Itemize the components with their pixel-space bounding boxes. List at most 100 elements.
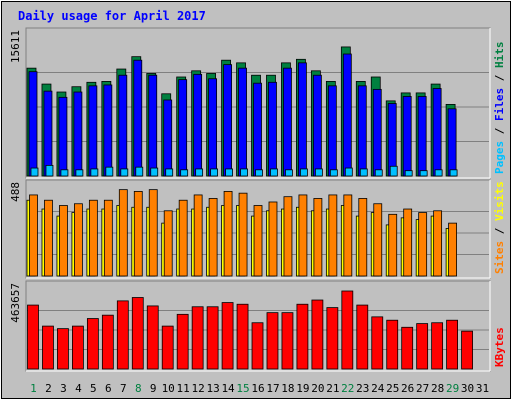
- bar-kbytes-day-22: [341, 290, 354, 370]
- bar-kbytes-day-23: [356, 304, 369, 370]
- bar-kbytes-day-27: [416, 323, 429, 370]
- bar-files-day-2: [43, 90, 53, 177]
- bar-files-day-27: [417, 96, 427, 177]
- bar-sites-day-20: [313, 198, 323, 277]
- day-label: 1: [30, 382, 37, 395]
- bar-pages-day-22: [344, 167, 353, 177]
- bar-kbytes-day-15: [236, 303, 249, 370]
- bar-kbytes-day-12: [191, 306, 204, 370]
- bar-sites-day-18: [283, 196, 293, 277]
- bar-kbytes-day-21: [326, 307, 339, 370]
- side-label-part: /: [493, 68, 506, 88]
- bar-pages-day-4: [75, 169, 84, 177]
- panel-max-label: 463657: [9, 283, 22, 323]
- bar-kbytes-day-29: [446, 319, 458, 370]
- panel-max-label: 488: [9, 182, 22, 202]
- bar-kbytes-day-6: [101, 314, 114, 370]
- bar-kbytes-day-9: [146, 305, 159, 370]
- side-label-part: /: [493, 121, 506, 141]
- bar-kbytes-day-8: [131, 297, 144, 370]
- bar-pages-day-26: [404, 170, 413, 177]
- bar-files-day-23: [357, 85, 367, 177]
- bar-sites-day-1: [29, 194, 38, 277]
- bar-kbytes-day-2: [42, 325, 54, 370]
- side-label-part: Hits: [493, 42, 506, 69]
- day-label: 22: [341, 382, 354, 395]
- side-label-part: Visits: [493, 181, 506, 221]
- day-label: 13: [206, 382, 219, 395]
- day-label: 23: [356, 382, 369, 395]
- day-label: 15: [236, 382, 249, 395]
- bar-kbytes-day-7: [116, 300, 129, 370]
- bar-files-day-16: [253, 82, 262, 177]
- bar-sites-day-13: [208, 198, 218, 277]
- bar-kbytes-day-19: [296, 303, 309, 370]
- bar-files-day-19: [298, 62, 307, 177]
- bar-sites-day-19: [298, 194, 308, 277]
- bar-sites-day-23: [358, 198, 368, 277]
- bar-files-day-7: [118, 74, 128, 177]
- bar-files-day-6: [103, 84, 113, 177]
- bar-pages-day-11: [180, 169, 189, 177]
- bar-files-day-24: [372, 88, 382, 177]
- bar-files-day-4: [73, 91, 83, 177]
- series-pages: [30, 164, 458, 177]
- day-label: 16: [251, 382, 264, 395]
- bar-pages-day-19: [300, 168, 308, 177]
- bar-kbytes-day-30: [461, 330, 473, 370]
- bar-sites-day-16: [253, 205, 263, 277]
- bar-pages-day-12: [195, 168, 204, 177]
- bar-pages-day-21: [329, 169, 338, 177]
- day-label: 8: [135, 382, 142, 395]
- bar-kbytes-day-4: [72, 325, 84, 370]
- bar-kbytes-day-3: [57, 328, 69, 370]
- chart-panels: 15611 Pages / Files / Hits 488 Sites / Visi…: [9, 27, 506, 372]
- bar-sites-day-15: [238, 192, 248, 277]
- bar-pages-day-25: [389, 165, 398, 177]
- panel-mid: 488 Sites / Visits: [9, 179, 506, 279]
- bar-sites-day-9: [148, 189, 158, 277]
- bar-files-day-11: [178, 79, 188, 177]
- bar-sites-day-12: [193, 194, 203, 277]
- bar-kbytes-day-13: [206, 306, 219, 370]
- bar-files-day-8: [133, 59, 143, 177]
- bar-sites-day-4: [74, 203, 83, 277]
- bar-sites-day-2: [44, 199, 53, 277]
- bar-files-day-3: [58, 96, 68, 177]
- series-kbytes: [27, 290, 473, 370]
- bar-sites-day-10: [163, 210, 173, 277]
- bar-pages-day-18: [285, 169, 293, 177]
- series-sites: [29, 189, 457, 277]
- day-label: 24: [371, 382, 385, 395]
- bar-sites-day-28: [433, 210, 443, 277]
- day-label: 29: [446, 382, 459, 395]
- bar-files-day-9: [148, 74, 158, 177]
- day-label: 9: [150, 382, 157, 395]
- bar-files-day-12: [193, 73, 203, 177]
- day-label: 21: [326, 382, 339, 395]
- day-label: 6: [105, 382, 112, 395]
- bar-sites-day-3: [59, 205, 68, 277]
- bar-pages-day-7: [120, 168, 129, 177]
- day-label: 25: [386, 382, 399, 395]
- bar-sites-day-21: [328, 194, 338, 277]
- bar-sites-day-17: [268, 201, 278, 277]
- day-label: 10: [162, 382, 175, 395]
- bar-pages-day-8: [135, 166, 144, 177]
- day-label: 7: [120, 382, 127, 395]
- bar-sites-day-5: [88, 199, 98, 277]
- bar-pages-day-23: [359, 168, 368, 177]
- panel-bot: 463657 KBytes: [9, 280, 506, 372]
- day-label: 28: [431, 382, 444, 395]
- bar-pages-day-24: [374, 169, 383, 177]
- bar-sites-day-25: [388, 213, 398, 277]
- bar-kbytes-day-14: [221, 302, 234, 370]
- day-label: 11: [177, 382, 190, 395]
- day-axis: 1 2 3 4 5 6 7 8 9 10 11 12 13 14 15 16 17 18 19 20 21 22 23 24 2…: [30, 382, 489, 395]
- bar-files-day-29: [447, 108, 457, 177]
- day-label: 4: [75, 382, 82, 395]
- bar-kbytes-day-20: [311, 299, 324, 370]
- chart-title: Daily usage for April 2017: [18, 9, 206, 23]
- bar-sites-day-27: [418, 212, 428, 277]
- bar-pages-day-13: [210, 168, 219, 177]
